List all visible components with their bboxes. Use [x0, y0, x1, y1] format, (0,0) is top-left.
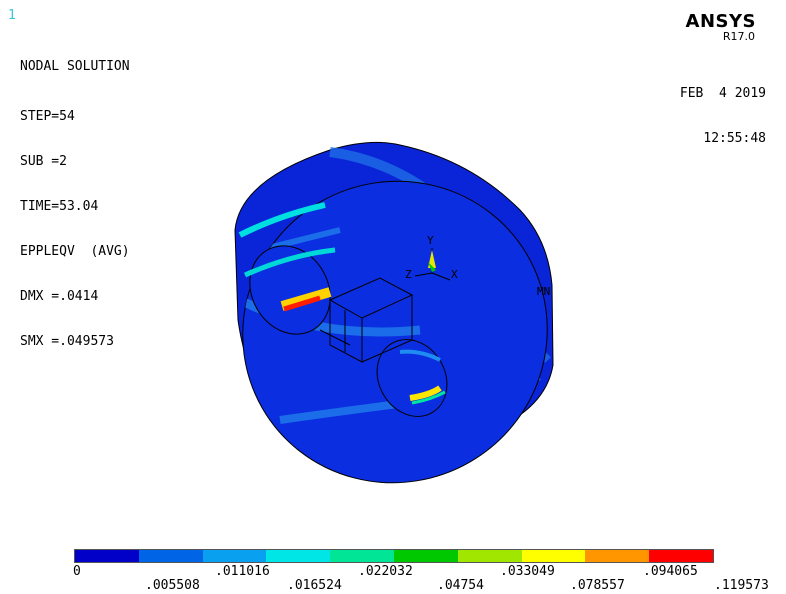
- contour-legend: [74, 549, 714, 563]
- legend-band-1: [75, 550, 139, 562]
- lower-hole: [376, 339, 448, 417]
- legend-label-bottom-4: .078557: [570, 578, 625, 593]
- time-line: TIME=53.04: [20, 199, 99, 214]
- legend-label-top-1: 0: [73, 564, 81, 579]
- legend-band-4: [266, 550, 331, 562]
- legend-label-bottom-1: .005508: [145, 578, 200, 593]
- triad-x-label: X: [451, 268, 458, 281]
- legend-band-8: [521, 550, 586, 562]
- coordinate-triad: Y Z X: [405, 234, 458, 281]
- legend-label-top-4: .033049: [500, 564, 555, 579]
- min-marker: MN: [537, 285, 550, 298]
- brand-name: ANSYS: [685, 11, 756, 32]
- window-number: 1: [8, 8, 16, 23]
- legend-label-bottom-5: .119573: [714, 578, 769, 593]
- ansys-logo: ANSYS R17.0: [686, 12, 756, 42]
- legend-band-7: [457, 550, 522, 562]
- brand-version: R17.0: [722, 30, 755, 43]
- legend-label-top-3: .022032: [358, 564, 413, 579]
- solution-info: NODAL SOLUTION STEP=54 SUB =2 TIME=53.04…: [20, 29, 130, 364]
- legend-label-bottom-3: .04754: [437, 578, 484, 593]
- smx-line: SMX =.049573: [20, 334, 114, 349]
- substep-line: SUB =2: [20, 154, 67, 169]
- upper-hole: [238, 202, 336, 335]
- datetime-stamp: FEB 4 2019 12:55:48: [680, 56, 766, 161]
- connector-block: [319, 277, 414, 363]
- legend-band-10: [649, 550, 713, 562]
- cylinder-front-face: [237, 180, 548, 484]
- legend-label-top-2: .011016: [215, 564, 270, 579]
- legend-band-5: [330, 550, 394, 562]
- legend-label-bottom-2: .016524: [287, 578, 342, 593]
- triad-y-label: Y: [427, 234, 434, 247]
- result-item-line: EPPLEQV (AVG): [20, 244, 130, 259]
- date-label: FEB 4 2019: [679, 86, 766, 101]
- triad-z-label: Z: [405, 268, 412, 281]
- plot-title: NODAL SOLUTION: [20, 59, 130, 74]
- legend-label-top-5: .094065: [643, 564, 698, 579]
- time-label: 12:55:48: [703, 131, 766, 146]
- legend-band-2: [138, 550, 203, 562]
- dmx-line: DMX =.0414: [20, 289, 99, 304]
- legend-band-3: [202, 550, 267, 562]
- step-line: STEP=54: [20, 109, 75, 124]
- legend-band-9: [585, 550, 650, 562]
- legend-band-6: [393, 550, 458, 562]
